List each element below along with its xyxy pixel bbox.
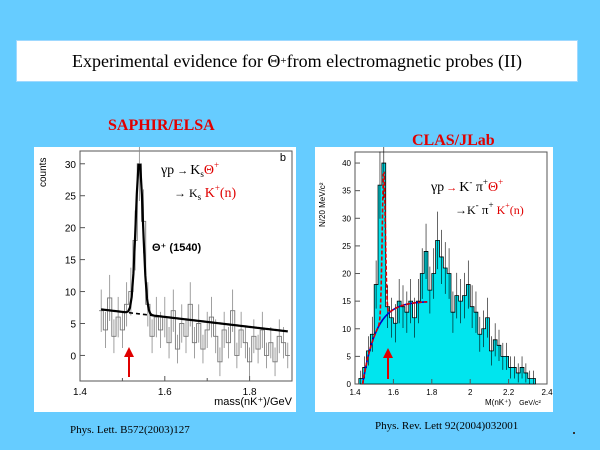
- slide-dot: [573, 432, 575, 434]
- saphir-fit-curves: [101, 163, 288, 333]
- saphir-peak-label: Θ⁺ (1540): [152, 242, 202, 254]
- clas-arrow: [383, 348, 393, 379]
- saphir-arrow: [124, 347, 134, 377]
- saphir-ytick-label: 20: [65, 224, 77, 235]
- clas-xtick-label: 1.4: [349, 388, 361, 397]
- slide-title: Experimental evidence for Θ + from electr…: [16, 40, 578, 82]
- saphir-xtick-label: 1.6: [158, 387, 172, 398]
- saphir-plot: 30 25 20 15 10 5 0 1.4 1.6 1.8 counts b Θ⁺ (1540…: [38, 126, 293, 408]
- clas-yticks: 40 35 30 25 20 15 10 5 0: [342, 159, 360, 389]
- saphir-ytick-label: 5: [70, 320, 76, 331]
- saphir-reference: Phys. Lett. B572(2003)127: [70, 424, 190, 436]
- clas-ytick-label: 10: [342, 325, 351, 334]
- saphir-histogram: [99, 126, 290, 377]
- saphir-yticks: 30 25 20 15 10 5 0: [65, 160, 85, 362]
- clas-ytick-label: 40: [342, 159, 351, 168]
- saphir-reaction-2: → Ks K+(n): [174, 183, 237, 202]
- saphir-panel: 30 25 20 15 10 5 0 1.4 1.6 1.8 counts b Θ⁺ (1540…: [34, 126, 296, 412]
- clas-reference: Phys. Rev. Lett 92(2004)032001: [375, 420, 519, 432]
- saphir-reaction-1: γp → KsΘ+: [160, 160, 219, 179]
- saphir-ytick-label: 10: [65, 288, 77, 299]
- clas-ytick-label: 5: [347, 352, 352, 361]
- saphir-frame: [79, 150, 293, 382]
- clas-xlabel: M(nK⁺): [485, 398, 511, 407]
- title-post: from electromagnetic probes (II): [286, 50, 522, 71]
- clas-ytick-label: 15: [342, 297, 351, 306]
- clas-xunit: GeV/c²: [519, 400, 541, 407]
- saphir-ytick-label: 30: [65, 160, 77, 171]
- saphir-xlabel: mass(nK⁺)/GeV: [214, 396, 293, 408]
- saphir-label: SAPHIR/ELSA: [108, 117, 215, 134]
- clas-histogram: [358, 127, 536, 385]
- clas-xtick-label: 1.8: [426, 388, 438, 397]
- saphir-corner-label: b: [280, 152, 286, 164]
- clas-xtick-label: 1.6: [388, 388, 400, 397]
- saphir-ytick-label: 25: [65, 192, 77, 203]
- title-sup: +: [280, 55, 287, 67]
- clas-ytick-label: 25: [342, 242, 351, 251]
- clas-xtick-label: 2.2: [503, 388, 515, 397]
- saphir-xtick-label: 1.8: [243, 387, 257, 398]
- saphir-xticks: 1.4 1.6 1.8: [73, 376, 293, 398]
- clas-xtick-label: 2: [468, 388, 473, 397]
- clas-plot: 40 35 30 25 20 15 10 5 0 1.4 1.6 1.8 2 2.2 2.4 N/20 M…: [318, 127, 553, 407]
- saphir-xtick-label: 1.4: [73, 387, 87, 398]
- clas-ytick-label: 0: [347, 380, 352, 389]
- clas-ytick-label: 20: [342, 270, 351, 279]
- clas-ytick-label: 35: [342, 187, 351, 196]
- clas-fit-curves: [361, 171, 428, 385]
- saphir-ytick-label: 0: [70, 351, 76, 362]
- saphir-ytick-label: 15: [65, 256, 77, 267]
- clas-reaction-2: →K- π+ K+(n): [455, 200, 524, 217]
- clas-xticks: 1.4 1.6 1.8 2 2.2 2.4: [349, 379, 553, 397]
- clas-label: CLAS/JLab: [412, 132, 495, 149]
- clas-xtick-label: 2.4: [541, 388, 553, 397]
- saphir-ylabel: counts: [38, 158, 49, 187]
- clas-ytick-label: 30: [342, 214, 351, 223]
- clas-background-fit: [361, 301, 428, 385]
- clas-ylabel: N/20 MeV/c²: [318, 182, 327, 227]
- saphir-signal-fit: [101, 163, 288, 333]
- clas-panel: 40 35 30 25 20 15 10 5 0 1.4 1.6 1.8 2 2.2 2.4 N/20 M…: [315, 127, 553, 412]
- clas-reaction-1: γp → K- π+Θ+: [430, 177, 503, 195]
- title-pre: Experimental evidence for Θ: [71, 50, 281, 71]
